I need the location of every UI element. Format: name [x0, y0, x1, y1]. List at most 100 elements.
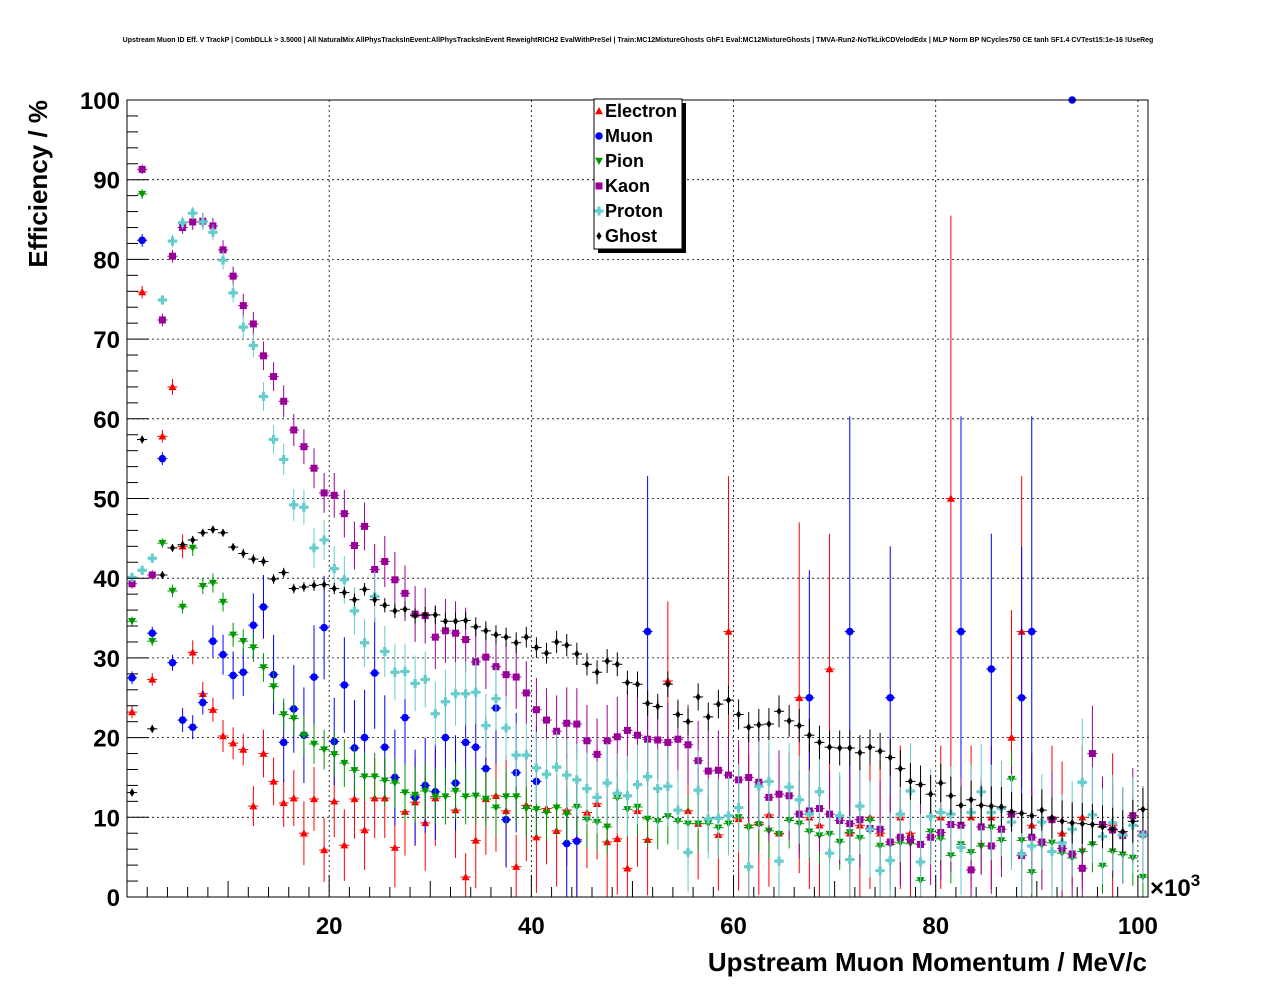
data-point	[139, 435, 145, 444]
data-point	[219, 650, 227, 659]
data-point	[471, 743, 480, 751]
data-point	[461, 873, 470, 881]
data-point	[148, 637, 157, 646]
data-point	[390, 667, 400, 677]
data-point	[219, 246, 227, 254]
data-point	[198, 582, 207, 591]
data-point	[208, 227, 218, 237]
data-point	[491, 694, 501, 704]
data-point	[746, 723, 752, 732]
data-point	[200, 528, 206, 537]
data-point	[128, 580, 136, 588]
data-point	[735, 710, 742, 719]
data-point	[745, 773, 753, 781]
data-point	[349, 606, 359, 616]
legend: Electron Muon Pion Kaon Proton Ghost	[593, 98, 686, 253]
data-point	[240, 549, 246, 558]
data-point	[269, 777, 278, 785]
data-point	[311, 581, 317, 590]
data-point	[462, 636, 470, 644]
data-point	[451, 787, 460, 795]
data-point	[169, 543, 176, 552]
data-point	[380, 777, 389, 785]
data-point	[795, 693, 804, 701]
data-point	[967, 866, 975, 874]
legend-label: Muon	[605, 126, 653, 146]
data-point	[705, 712, 711, 721]
data-point	[310, 794, 319, 803]
data-point	[340, 841, 349, 849]
data-point	[138, 236, 146, 245]
axes: 20 40 60 80 100 0 10 20 30 40 50 60 70 80 90 100	[80, 88, 1158, 940]
data-point	[239, 745, 248, 753]
legend-item-electron: Electron	[595, 101, 677, 121]
data-point	[178, 218, 188, 228]
data-point	[563, 719, 571, 727]
data-point	[279, 798, 288, 807]
data-point	[259, 749, 268, 757]
data-point	[452, 617, 459, 626]
y-tick-label: 0	[107, 885, 120, 912]
data-point	[360, 773, 369, 781]
legend-label: Electron	[605, 101, 677, 121]
data-point	[471, 687, 481, 697]
data-point	[612, 788, 622, 798]
data-point	[613, 733, 621, 741]
x-tick-label: 60	[720, 913, 747, 940]
data-point	[128, 708, 137, 716]
data-point	[420, 674, 430, 684]
data-point	[392, 606, 398, 615]
data-point	[258, 391, 268, 401]
data-point	[562, 810, 571, 819]
data-point	[239, 668, 248, 677]
data-point	[957, 627, 965, 636]
data-point	[794, 795, 804, 805]
data-point	[776, 707, 782, 716]
data-point	[512, 862, 521, 870]
data-point	[533, 643, 540, 652]
data-point	[766, 720, 772, 729]
data-point	[683, 847, 693, 857]
data-point	[643, 627, 652, 636]
data-point	[593, 750, 601, 758]
legend-item-ghost: Ghost	[596, 226, 657, 246]
data-point	[926, 812, 936, 822]
data-point	[936, 808, 946, 818]
data-point	[928, 790, 934, 799]
data-point	[310, 673, 318, 681]
data-point	[643, 815, 652, 823]
data-point	[300, 443, 308, 451]
data-point	[372, 595, 378, 604]
data-point	[655, 702, 661, 711]
data-point	[361, 585, 368, 594]
data-point	[370, 669, 379, 677]
data-point	[168, 658, 177, 667]
data-point	[279, 738, 288, 747]
legend-item-pion: Pion	[595, 151, 644, 171]
data-point	[663, 781, 673, 791]
data-point	[562, 839, 571, 848]
data-point	[400, 789, 409, 797]
data-point	[431, 793, 440, 801]
data-point	[138, 165, 146, 173]
data-point	[542, 769, 552, 779]
data-point	[157, 295, 167, 305]
data-point	[400, 666, 410, 676]
data-point	[654, 736, 662, 744]
data-point	[210, 525, 216, 534]
data-point	[724, 627, 733, 635]
data-point	[1039, 806, 1045, 815]
data-point	[938, 779, 944, 788]
data-point	[764, 776, 774, 786]
data-point	[239, 637, 248, 646]
data-point	[623, 726, 631, 734]
data-point	[250, 555, 256, 564]
data-point	[886, 693, 895, 702]
data-point	[734, 803, 744, 813]
data-point	[583, 737, 591, 745]
data-point	[229, 739, 238, 747]
y-tick-label: 90	[93, 168, 120, 195]
data-point	[301, 582, 307, 591]
data-point	[481, 795, 490, 803]
data-point	[877, 747, 883, 756]
